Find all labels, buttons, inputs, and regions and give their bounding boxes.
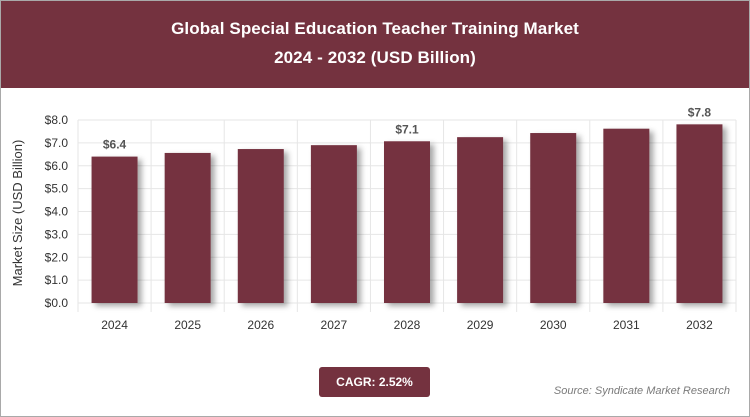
bar-2031: [603, 128, 650, 303]
bar-2026: [237, 149, 284, 303]
bar-2029: [457, 137, 504, 303]
bar-2028: [384, 141, 430, 303]
y-tick-label: $3.0: [45, 227, 69, 241]
bars: [91, 124, 723, 303]
y-tick-labels: $0.0 $1.0 $2.0 $3.0 $4.0 $5.0 $6.0 $7.0 $8.0: [45, 113, 69, 310]
chart-title: Global Special Education Teacher Trainin…: [171, 19, 579, 38]
y-tick-label: $2.0: [45, 250, 69, 264]
bar-2027: [310, 145, 357, 303]
cagr-badge: CAGR: 2.52%: [319, 367, 430, 397]
data-labels: $6.4 $7.1 $7.8: [103, 105, 712, 151]
y-tick-label: $1.0: [45, 273, 69, 287]
x-tick-label: 2025: [174, 318, 201, 332]
chart-subtitle: 2024 - 2032 (USD Billion): [274, 48, 476, 67]
x-tick-label: 2028: [394, 318, 421, 332]
source-note: Source: Syndicate Market Research: [553, 385, 730, 397]
data-label: $6.4: [103, 138, 127, 152]
x-tick-label: 2030: [540, 318, 567, 332]
y-axis-label: Market Size (USD Billion): [10, 140, 25, 287]
y-tick-label: $7.0: [45, 136, 69, 150]
bar-2030: [530, 133, 577, 303]
bar-2024: [91, 156, 138, 303]
data-label: $7.1: [395, 122, 419, 136]
x-tick-label: 2024: [101, 318, 128, 332]
x-tick-label: 2027: [321, 318, 348, 332]
x-tick-label: 2031: [613, 318, 640, 332]
bar-2025: [164, 152, 211, 303]
x-tick-label: 2032: [686, 318, 713, 332]
y-tick-label: $5.0: [45, 182, 69, 196]
y-tick-label: $6.0: [45, 159, 69, 173]
x-tick-label: 2029: [467, 318, 494, 332]
bar-2032: [676, 124, 723, 303]
data-label: $7.8: [688, 105, 712, 119]
y-tick-label: $8.0: [45, 113, 69, 127]
x-tick-label: 2026: [247, 318, 274, 332]
y-tick-label: $0.0: [45, 296, 69, 310]
y-tick-label: $4.0: [45, 205, 69, 219]
x-tick-labels: 2024 2025 2026 2027 2028 2029 2030 2031 2032: [101, 318, 713, 332]
chart-header: Global Special Education Teacher Trainin…: [1, 1, 749, 88]
